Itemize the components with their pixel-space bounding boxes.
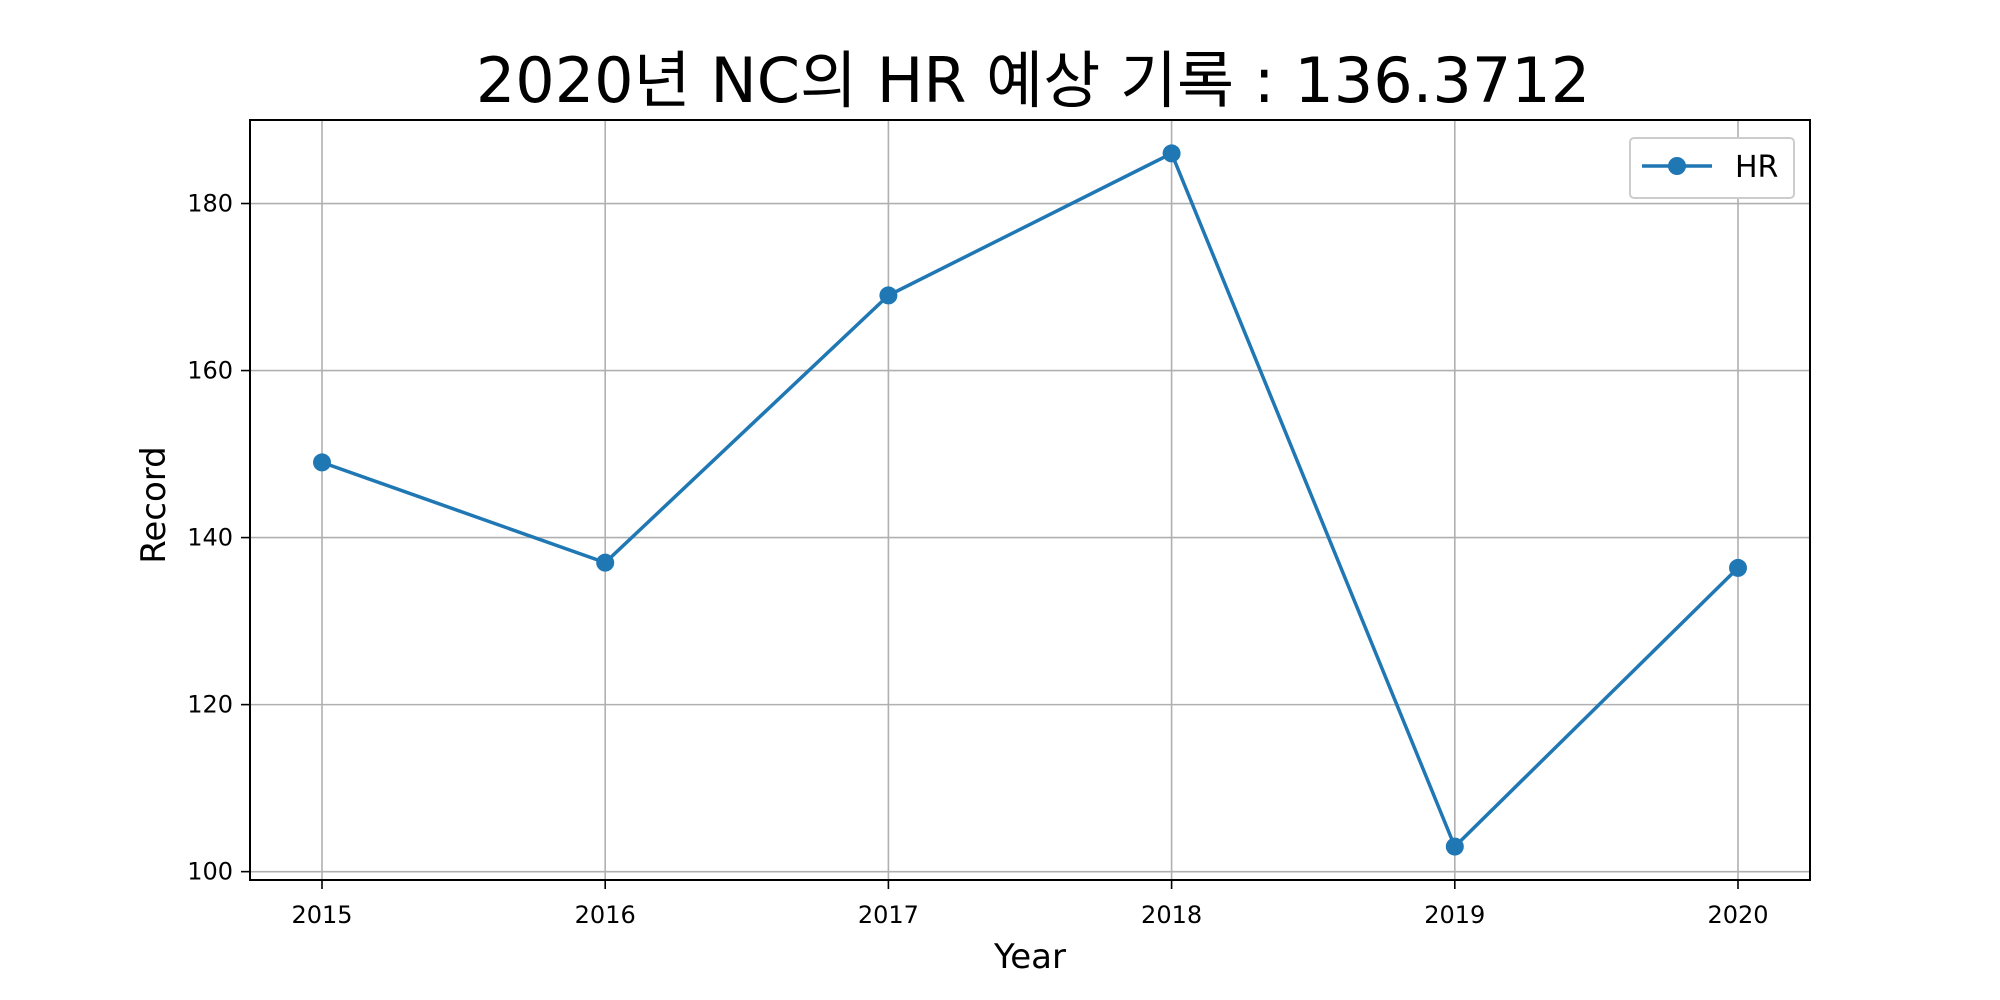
x-tick-label: 2020 — [1707, 901, 1768, 929]
y-tick-label: 160 — [187, 357, 233, 385]
x-axis-label: Year — [993, 937, 1066, 977]
y-axis-ticks: 100 120 140 160 180 — [187, 190, 250, 886]
x-tick-label: 2016 — [575, 901, 636, 929]
x-tick-label: 2018 — [1141, 901, 1202, 929]
data-point-hr — [1162, 144, 1181, 163]
y-tick-label: 180 — [187, 190, 233, 218]
y-tick-label: 120 — [187, 691, 233, 719]
legend: HR — [1629, 137, 1795, 199]
series-line-hr — [320, 151, 1740, 849]
legend-label-hr: HR — [1735, 150, 1778, 185]
x-axis-ticks: 2015 2016 2017 2018 2019 2020 — [291, 880, 1769, 929]
y-axis-label: Record — [134, 446, 174, 563]
grid — [250, 120, 1810, 880]
data-point-hr — [1729, 558, 1747, 577]
series-hr — [313, 144, 1747, 856]
y-tick-label: 140 — [187, 524, 233, 552]
chart-title: 2020년 NC의 HR 예상 기록 : 136.3712 — [476, 44, 1590, 117]
data-point-hr — [313, 453, 331, 472]
legend-box — [1629, 137, 1795, 199]
data-point-hr — [1445, 837, 1464, 856]
y-tick-label: 100 — [187, 858, 233, 886]
x-tick-label: 2015 — [291, 901, 352, 929]
data-point-hr — [596, 553, 615, 572]
x-tick-label: 2017 — [858, 901, 919, 929]
data-point-hr — [879, 286, 898, 305]
x-tick-label: 2019 — [1424, 901, 1485, 929]
plot-frame — [249, 119, 1811, 881]
legend-marker-hr — [1668, 157, 1686, 175]
